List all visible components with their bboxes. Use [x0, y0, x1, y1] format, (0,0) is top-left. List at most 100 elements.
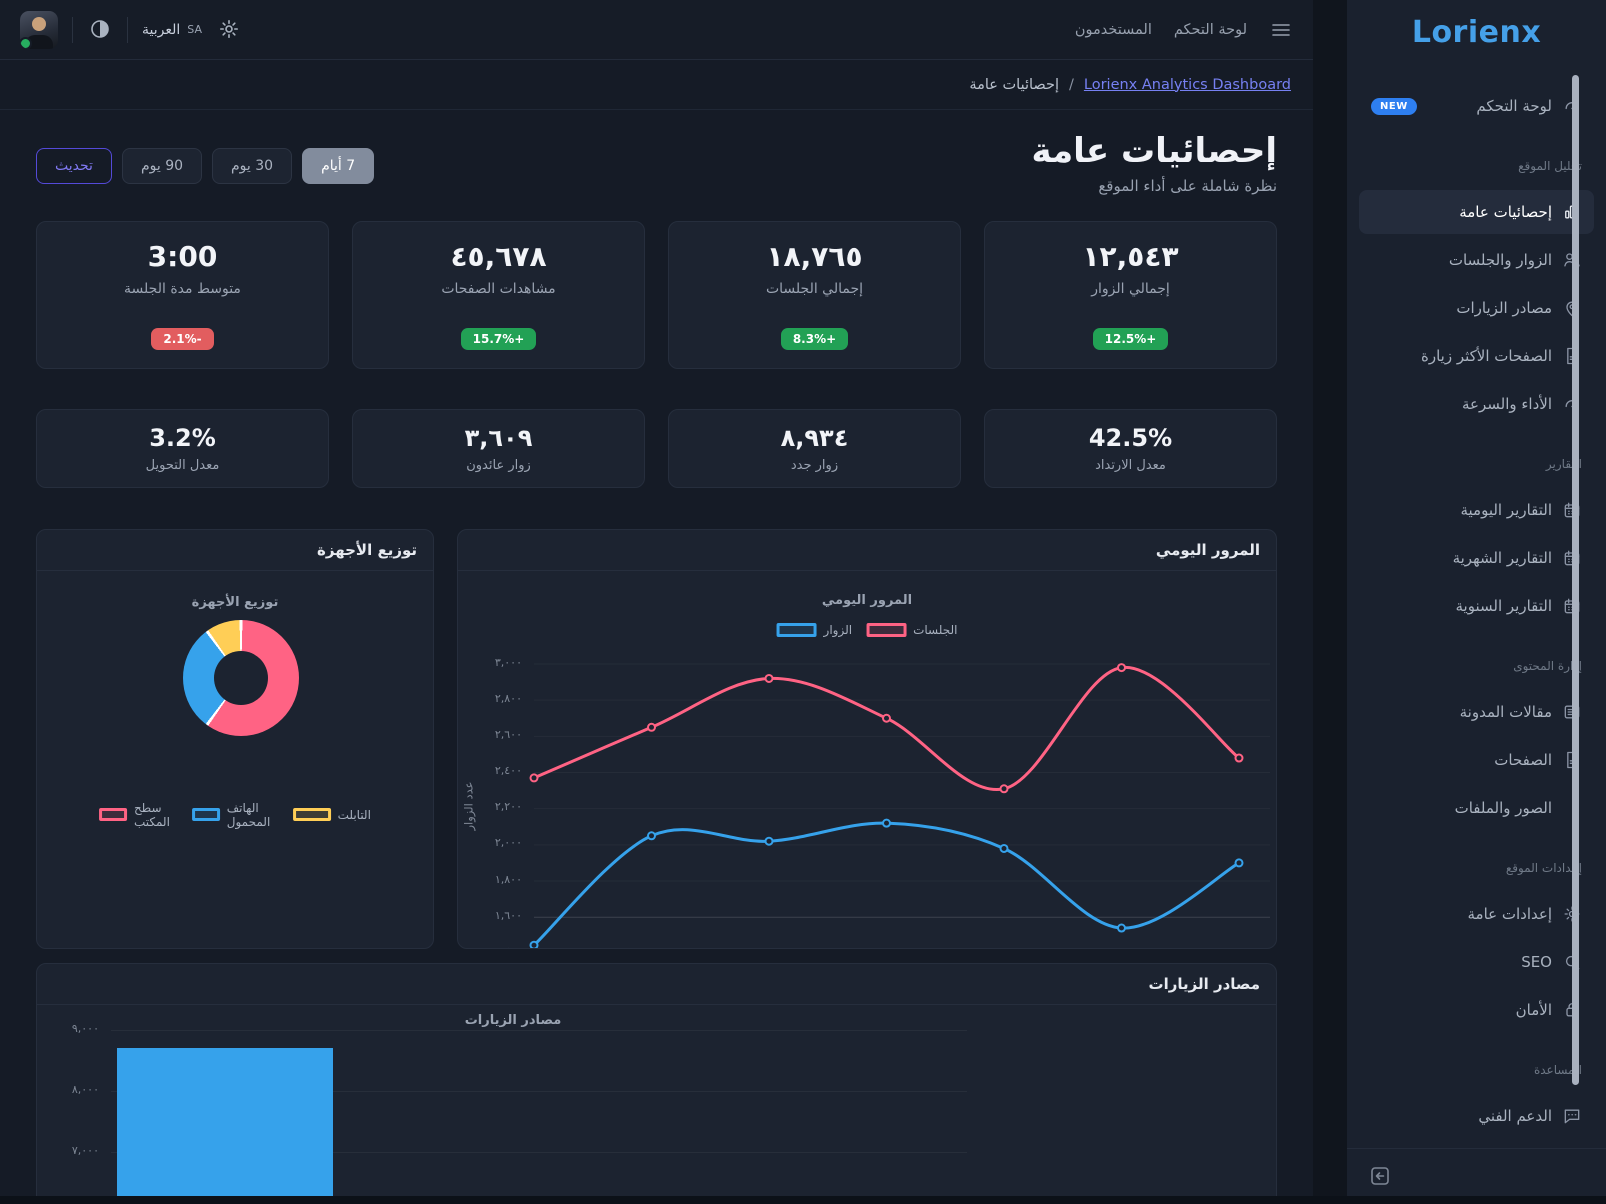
- range-button-3[interactable]: تحديث: [36, 148, 112, 184]
- topbar-link-users[interactable]: المستخدمون: [1074, 21, 1152, 38]
- topbar-link-dashboard[interactable]: لوحة التحكم: [1173, 21, 1247, 38]
- traffic-sources-chart-canvas[interactable]: مصادر الزيارات ٩,٠٠٠ ٨,٠٠٠ ٧,٠٠٠: [37, 1005, 1276, 1204]
- device-distribution-card-title: توزيع الأجهزة: [37, 530, 433, 571]
- sidebar-item-2-0[interactable]: التقارير اليومية: [1359, 488, 1594, 532]
- sidebar-item-label: التقارير السنوية: [1455, 597, 1553, 615]
- new-badge: NEW: [1371, 97, 1417, 115]
- data-point: [764, 836, 774, 846]
- sidebar-item-1-1[interactable]: الزوار والجلسات: [1359, 238, 1594, 282]
- sidebar-item-seo[interactable]: SEO: [1359, 940, 1594, 984]
- gear-icon[interactable]: [216, 17, 242, 43]
- viewport-bottom-edge: [0, 1196, 1606, 1204]
- breadcrumb-separator: /: [1069, 76, 1074, 93]
- y-axis-tick: ٢,٠٠٠: [494, 836, 522, 850]
- stat-card: 3:00 متوسط مدة الجلسة -2.1%: [36, 220, 329, 369]
- app-logo: Lorienx: [1411, 14, 1542, 50]
- stat-value: 42.5%: [1088, 423, 1173, 452]
- theme-contrast-icon[interactable]: [87, 17, 113, 43]
- range-button-1[interactable]: 30 يوم: [212, 148, 293, 184]
- sidebar-item-label: إعدادات عامة: [1467, 905, 1553, 923]
- hamburger-icon[interactable]: [1269, 18, 1293, 42]
- donut-chart[interactable]: [183, 619, 299, 736]
- stat-label: زوار عائدون: [466, 457, 531, 473]
- donut-chart-legend: سطح المكتب الهاتف المحمول التابلت: [99, 801, 371, 829]
- legend-item-سطح المكتب[interactable]: سطح المكتب: [99, 801, 180, 829]
- user-avatar[interactable]: [20, 10, 58, 49]
- sidebar-item-4-0[interactable]: إعدادات عامة: [1359, 892, 1594, 936]
- sidebar-item-label: SEO: [1521, 953, 1552, 971]
- legend-swatch: [192, 808, 220, 821]
- legend-label: الهاتف المحمول: [226, 800, 271, 829]
- stats-row-primary: ١٢,٥٤٣ إجمالي الزوار +12.5% ١٨,٧٦٥ إجمالي ال…: [36, 220, 1277, 369]
- range-button-0[interactable]: 7 أيام: [302, 148, 375, 184]
- stat-value: 3.2%: [149, 423, 216, 452]
- sidebar-item-label: الصفحات الأكثر زيارة: [1420, 347, 1552, 365]
- sidebar-item-2-1[interactable]: التقارير الشهرية: [1359, 536, 1594, 580]
- change-badge: +12.5%: [1092, 327, 1169, 350]
- legend-item-الهاتف المحمول[interactable]: الهاتف المحمول: [192, 801, 281, 829]
- range-button-2[interactable]: 90 يوم: [121, 148, 203, 184]
- device-distribution-card: توزيع الأجهزة توزيع الأجهزة سطح المكتب اله…: [36, 528, 434, 949]
- gridline: [111, 1029, 967, 1031]
- traffic-source-bar[interactable]: [117, 1047, 333, 1204]
- sidebar-item-label: التقارير الشهرية: [1452, 549, 1552, 567]
- stat-card: ٤٥,٦٧٨ مشاهدات الصفحات +15.7%: [352, 220, 645, 369]
- y-axis-tick: ٧,٠٠٠: [71, 1143, 99, 1157]
- sidebar: Lorienx لوحة التحكم NEW تحليل الموقع إحصائي…: [1347, 0, 1606, 1204]
- breadcrumb-link[interactable]: Lorienx Analytics Dashboard: [1083, 76, 1291, 93]
- gridline: [111, 1151, 967, 1153]
- traffic-sources-card-title: مصادر الزيارات: [37, 964, 1276, 1005]
- data-point: [529, 940, 539, 948]
- change-badge: -2.1%: [151, 327, 214, 350]
- online-status-dot: [20, 36, 32, 49]
- stat-card: 3.2% معدل التحويل: [36, 408, 329, 488]
- gridline: [111, 1090, 967, 1092]
- breadcrumb-current: إحصائيات عامة: [969, 76, 1059, 93]
- donut-hole: [214, 650, 268, 705]
- stat-card: ١٢,٥٤٣ إجمالي الزوار +12.5%: [984, 220, 1277, 369]
- sidebar-item-1-2[interactable]: مصادر الزيارات: [1359, 286, 1594, 330]
- legend-swatch: [99, 808, 127, 821]
- sidebar-item-1-3[interactable]: الصفحات الأكثر زيارة: [1359, 334, 1594, 378]
- legend-item-التابلت[interactable]: التابلت: [292, 808, 371, 822]
- sidebar-item-0-0[interactable]: لوحة التحكم NEW: [1359, 84, 1594, 128]
- sidebar-item-label: الصور والملفات: [1454, 799, 1552, 817]
- sidebar-item-5-0[interactable]: الدعم الفني: [1359, 1094, 1594, 1138]
- change-badge: +15.7%: [460, 327, 537, 350]
- sidebar-item-1-4[interactable]: الأداء والسرعة: [1359, 382, 1594, 426]
- sidebar-item-1-0[interactable]: إحصائيات عامة: [1359, 190, 1594, 234]
- data-point: [1234, 857, 1244, 867]
- language-selector[interactable]: SA العربية: [142, 22, 202, 38]
- daily-traffic-chart-canvas[interactable]: المرور اليومي الزوار الجلسات ٣,٠٠٠ ٢,٨٠٠ ٢,٦٠…: [458, 571, 1276, 948]
- stat-value: ٣,٦٠٩: [464, 423, 533, 452]
- divider: [72, 16, 73, 43]
- sidebar-item-4-2[interactable]: الأمان: [1359, 988, 1594, 1032]
- stat-card: ٣,٦٠٩ زوار عائدون: [352, 408, 645, 488]
- main-area: لوحة التحكم المستخدمون SA العربية: [0, 10, 1313, 1204]
- page-title-block: إحصائيات عامة نظرة شاملة على أداء الموقع: [1031, 130, 1277, 195]
- legend-item-الجلسات[interactable]: الجلسات: [866, 622, 957, 637]
- sidebar-nav: لوحة التحكم NEW تحليل الموقع إحصائيات عامة ا…: [1347, 64, 1606, 1148]
- sidebar-item-3-2[interactable]: الصور والملفات: [1359, 786, 1594, 830]
- legend-item-الزوار[interactable]: الزوار: [776, 622, 852, 637]
- y-axis-tick: ١,٤٠٠: [472, 945, 522, 948]
- sidebar-item-3-1[interactable]: الصفحات: [1359, 738, 1594, 782]
- sidebar-item-2-2[interactable]: التقارير السنوية: [1359, 584, 1594, 628]
- sidebar-item-label: لوحة التحكم: [1476, 97, 1552, 115]
- stat-label: زوار جدد: [790, 457, 839, 473]
- stat-label: إجمالي الزوار: [1091, 280, 1170, 297]
- line-chart-plot: [529, 662, 1270, 948]
- sidebar-item-3-0[interactable]: مقالات المدونة: [1359, 690, 1594, 734]
- scrollbar-thumb[interactable]: [1572, 75, 1579, 1085]
- daily-traffic-card-title: المرور اليومي: [458, 530, 1276, 571]
- legend-swatch: [866, 622, 907, 637]
- legend-swatch: [292, 808, 331, 821]
- sidebar-collapse-button[interactable]: [1363, 1160, 1397, 1194]
- page-content: إحصائيات عامة نظرة شاملة على أداء الموقع…: [0, 110, 1313, 1204]
- language-code: SA: [187, 23, 202, 36]
- data-point: [999, 843, 1009, 853]
- data-point: [1117, 923, 1126, 933]
- page-header: إحصائيات عامة نظرة شاملة على أداء الموقع…: [36, 130, 1277, 195]
- device-distribution-chart-canvas[interactable]: توزيع الأجهزة سطح المكتب الهاتف المحمول الت…: [37, 571, 433, 948]
- data-point: [764, 673, 774, 683]
